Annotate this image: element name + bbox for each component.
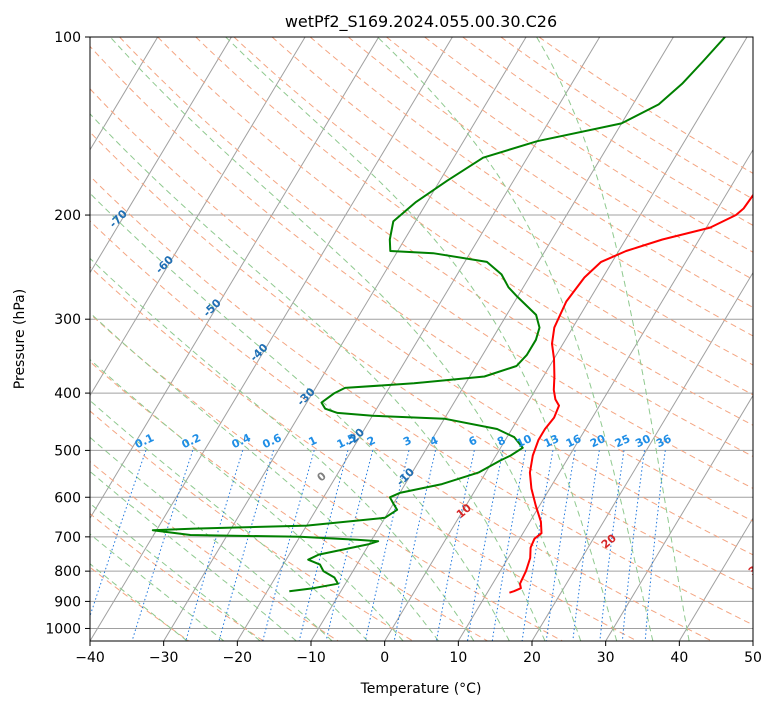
dry-adiabat-line: [347, 37, 753, 308]
background-lines: [90, 37, 753, 641]
y-tick-label: 1000: [45, 621, 81, 637]
plot-frame: [89, 36, 754, 642]
y-tick-label: 600: [54, 490, 81, 506]
moist-adiabat-line: [90, 312, 439, 641]
mixing-ratio-line: [572, 450, 600, 641]
moist-adiabat-line: [90, 358, 404, 641]
isotherm-line: [90, 37, 453, 641]
mixing-ratio-line: [218, 450, 274, 641]
mixing-ratio-label: 10: [514, 432, 534, 450]
mixing-ratio-line: [545, 450, 576, 641]
dry-adiabat-label: 30: [746, 558, 766, 578]
isotherm-line: [90, 37, 306, 397]
dry-adiabat-line: [195, 37, 753, 426]
x-axis-label: Temperature (°C): [360, 681, 482, 697]
moist-adiabat-line: [90, 192, 510, 641]
dry-adiabat-line: [538, 37, 753, 174]
moist-adiabat-line: [90, 470, 297, 641]
moist-adiabat-line: [536, 37, 690, 641]
y-axis-ticks: 100 200 300 400 500 600 700 800 900 1000: [45, 30, 90, 637]
isotherm-line: [236, 37, 601, 641]
x-tick-label: 20: [523, 650, 541, 666]
x-tick-label: 10: [449, 650, 467, 666]
dry-adiabat-line: [309, 37, 753, 337]
moist-adiabat-line: [90, 257, 475, 641]
mixing-ratio-label: 20: [588, 432, 608, 450]
dry-adiabat-line: [90, 266, 638, 641]
x-tick-label: 50: [744, 650, 762, 666]
x-tick-label: −20: [223, 650, 253, 666]
isotherm-line: [90, 37, 380, 520]
isotherm-line: [384, 37, 748, 641]
y-tick-label: 400: [54, 386, 81, 402]
mixing-ratio-line: [521, 450, 554, 641]
x-tick-label: 0: [380, 650, 389, 666]
moist-adiabat-line: [90, 436, 333, 641]
mixing-ratio-label: 30: [633, 432, 653, 450]
x-tick-label: −30: [149, 650, 179, 666]
mixing-ratio-line: [467, 450, 504, 641]
y-tick-label: 100: [54, 30, 81, 46]
moist-adiabat-line: [109, 37, 582, 641]
isotherm-line: [90, 37, 232, 274]
isotherm-line: [90, 37, 159, 151]
mixing-ratio-line: [644, 450, 666, 641]
isotherm-line: [457, 148, 753, 641]
dry-adiabat-line: [90, 513, 264, 641]
y-tick-label: 900: [54, 594, 81, 610]
y-tick-label: 500: [54, 443, 81, 459]
dry-adiabat-line: [157, 37, 753, 458]
mixing-ratio-line: [599, 450, 625, 641]
dry-adiabat-line: [90, 220, 712, 641]
isotherm-line: [531, 271, 753, 641]
dry-adiabat-line: [90, 361, 488, 641]
x-tick-label: 40: [670, 650, 688, 666]
moist-adiabat-line: [90, 399, 369, 641]
dry-adiabat-line: [233, 37, 753, 396]
moist-adiabat-line: [90, 113, 546, 641]
temperature-profile: [509, 193, 753, 594]
x-tick-label: −10: [296, 650, 326, 666]
dry-adiabat-line: [90, 45, 753, 522]
x-axis-ticks: −40 −30 −20 −10 0 10 20 30 40 50: [75, 641, 762, 666]
mixing-ratio-line: [185, 450, 244, 641]
mixing-ratio-line: [262, 450, 315, 641]
dry-adiabat-line: [90, 410, 414, 641]
mixing-ratio-label: 13: [542, 432, 561, 450]
dry-adiabat-line: [424, 37, 753, 253]
mixing-ratio-line: [435, 450, 475, 641]
mixing-ratio-line: [131, 450, 194, 641]
y-tick-label: 300: [54, 312, 81, 328]
moist-adiabat-line: [377, 37, 654, 641]
dewpoint-profile: [151, 37, 726, 593]
isotherm-line: [678, 517, 753, 641]
mixing-ratio-label: 36: [654, 432, 674, 450]
mixing-ratio-label: 16: [564, 432, 584, 450]
dry-adiabat-line: [90, 131, 753, 590]
dry-adiabat-line: [119, 37, 753, 489]
dry-adiabat-line: [90, 88, 753, 556]
dry-adiabat-line: [90, 175, 753, 626]
y-tick-label: 800: [54, 564, 81, 580]
x-tick-label: −40: [75, 650, 105, 666]
dry-adiabat-line: [90, 460, 339, 641]
mixing-ratio-line: [393, 450, 436, 641]
mixing-ratio-line: [325, 450, 374, 641]
sounding-profiles: [151, 37, 753, 594]
mixing-ratio-line: [621, 450, 645, 641]
y-tick-label: 200: [54, 208, 81, 224]
y-axis-label: Pressure (hPa): [12, 289, 28, 389]
x-tick-label: 30: [597, 650, 615, 666]
isotherm-line: [163, 37, 527, 641]
mixing-ratio-label: 25: [613, 432, 632, 450]
isotherm-line: [605, 394, 753, 641]
y-tick-label: 700: [54, 530, 81, 546]
chart-title: wetPf2_S169.2024.055.00.30.C26: [285, 12, 557, 32]
